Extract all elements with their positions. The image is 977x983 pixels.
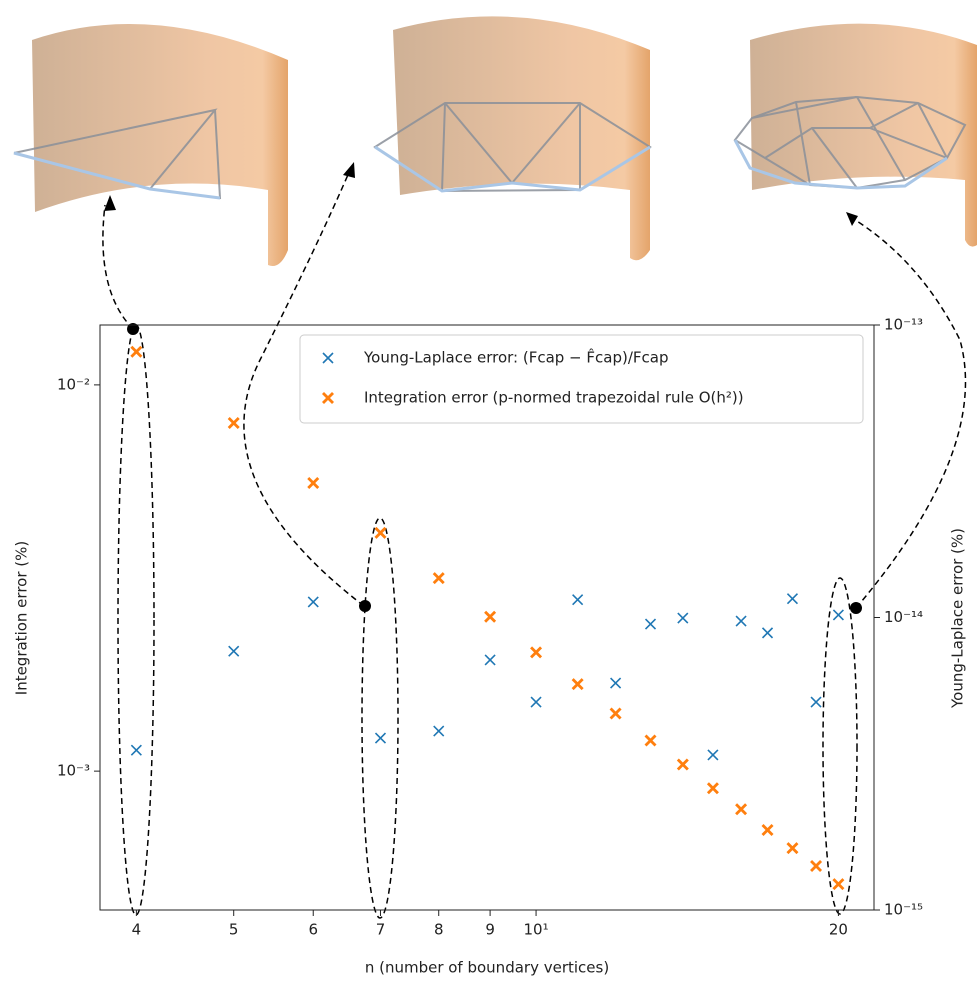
point: [644, 734, 657, 747]
x-tick-label: 9: [485, 921, 495, 939]
point: [433, 725, 445, 737]
y2-axis-label: Young-Laplace error (%): [949, 528, 967, 709]
point: [676, 758, 689, 771]
y2-tick-label: 10⁻¹⁵: [884, 901, 923, 919]
point: [810, 696, 822, 708]
legend-label: Integration error (p-normed trapezoidal …: [364, 389, 744, 407]
point: [644, 618, 657, 630]
point: [832, 878, 845, 891]
point: [786, 842, 799, 855]
legend-frame: [299, 334, 864, 424]
point: [810, 860, 823, 873]
point: [228, 645, 240, 657]
point: [484, 654, 496, 666]
x-tick-label: 4: [132, 921, 142, 939]
y2-tick-label: 10⁻¹⁴: [884, 608, 923, 626]
point: [374, 526, 387, 539]
legend: Young-Laplace error: (Fcap − F̂cap)/Fcap…: [299, 334, 864, 424]
point: [374, 732, 387, 744]
point: [484, 610, 497, 623]
point: [530, 696, 542, 708]
y-axis-label: Integration error (%): [13, 541, 31, 695]
y-tick-label: 10⁻²: [57, 375, 90, 393]
point: [609, 707, 622, 720]
point: [130, 744, 142, 756]
point: [735, 615, 747, 627]
point: [832, 609, 844, 621]
point: [706, 782, 719, 795]
x-tick-label: 5: [229, 921, 239, 939]
point: [227, 416, 240, 429]
mesh-illustrations: [13, 16, 977, 266]
point: [761, 824, 774, 837]
arrowheads: [104, 162, 862, 614]
point: [786, 593, 799, 605]
legend-marker: [322, 352, 334, 364]
x-tick-label: 6: [308, 921, 318, 939]
point: [307, 596, 319, 608]
y2-tick-label: 10⁻¹³: [884, 316, 923, 334]
point: [761, 627, 774, 639]
point: [610, 677, 622, 689]
point: [432, 572, 445, 585]
x-tick-label: 20: [829, 921, 848, 939]
x-tick-label: 7: [376, 921, 386, 939]
point: [530, 646, 543, 659]
legend-label: Young-Laplace error: (Fcap − F̂cap)/Fcap: [363, 348, 668, 367]
point: [735, 803, 748, 816]
point: [571, 678, 584, 691]
x-axis-label: n (number of boundary vertices): [365, 959, 609, 977]
point: [707, 749, 719, 761]
point: [677, 612, 689, 624]
y-tick-label: 10⁻³: [57, 762, 90, 780]
point: [130, 345, 143, 358]
point: [307, 477, 320, 490]
annotations: [102, 169, 967, 919]
legend-marker: [322, 392, 334, 404]
x-tick-label: 10¹: [524, 921, 549, 939]
point: [572, 594, 584, 606]
x-tick-label: 8: [434, 921, 444, 939]
